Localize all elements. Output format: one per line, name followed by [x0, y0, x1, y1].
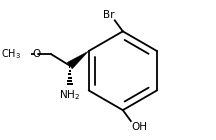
Text: NH$_2$: NH$_2$ — [59, 88, 80, 102]
Text: Br: Br — [103, 10, 114, 20]
Polygon shape — [67, 51, 89, 69]
Text: O: O — [32, 49, 40, 59]
Text: CH$_3$: CH$_3$ — [1, 47, 21, 61]
Text: OH: OH — [132, 122, 148, 132]
